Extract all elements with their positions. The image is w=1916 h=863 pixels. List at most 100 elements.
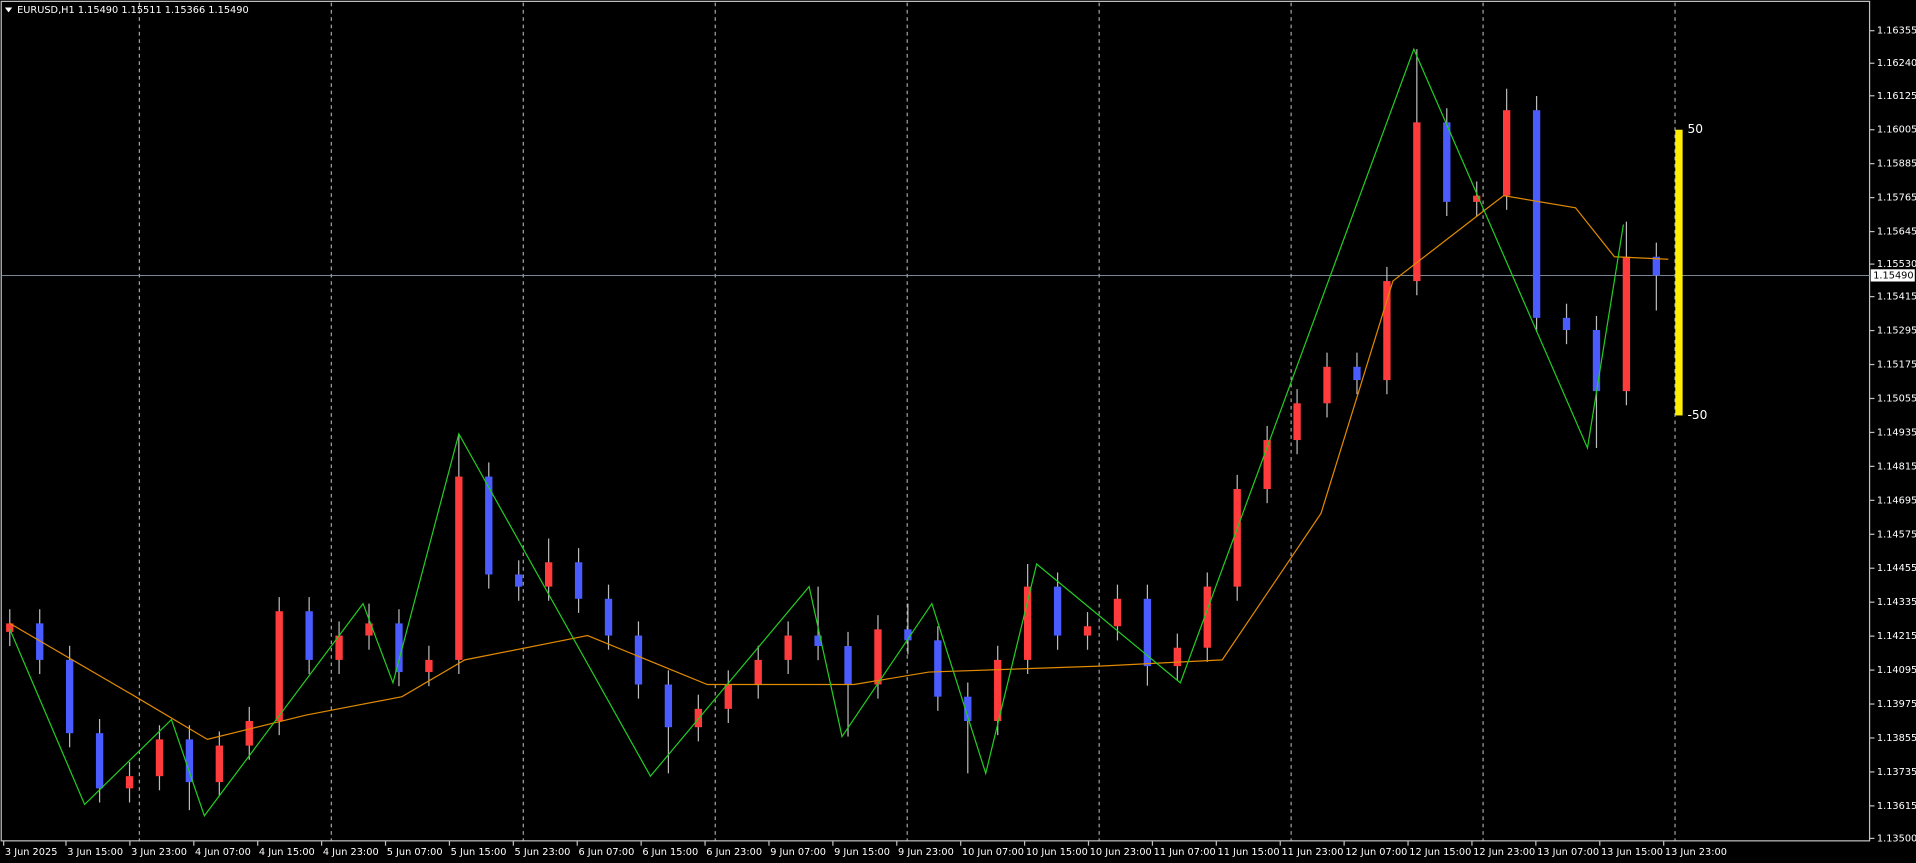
y-tick-label: 1.13735 <box>1877 767 1916 778</box>
candle-body <box>515 574 523 587</box>
candle-body <box>724 684 732 709</box>
y-tick-label: 1.14095 <box>1877 665 1916 676</box>
x-tick-label: 13 Jun 07:00 <box>1537 847 1599 858</box>
x-tick-label: 3 Jun 2025 <box>5 847 58 858</box>
candle-body <box>1473 195 1481 202</box>
candle-body <box>455 476 463 660</box>
candle-body <box>1353 366 1361 381</box>
candle-body <box>874 629 882 685</box>
x-tick-label: 10 Jun 07:00 <box>962 847 1024 858</box>
x-tick-label: 9 Jun 23:00 <box>898 847 954 858</box>
y-tick-label: 1.15055 <box>1877 393 1916 404</box>
x-tick-label: 13 Jun 23:00 <box>1665 847 1727 858</box>
candle-body <box>1203 586 1211 648</box>
candle-body <box>245 720 253 746</box>
candle-body <box>215 745 224 783</box>
y-tick-label: 1.15295 <box>1877 326 1916 337</box>
candle-body <box>1502 110 1511 196</box>
candle-body <box>844 646 852 685</box>
x-tick-label: 9 Jun 07:00 <box>770 847 826 858</box>
y-tick-label: 1.16240 <box>1877 58 1916 69</box>
y-tick-label: 1.16355 <box>1877 26 1916 37</box>
candle-body <box>934 640 942 697</box>
x-tick-label: 3 Jun 15:00 <box>67 847 123 858</box>
candle-body <box>1562 317 1571 331</box>
x-tick-label: 6 Jun 07:00 <box>578 847 634 858</box>
candle-body <box>1413 122 1421 282</box>
x-tick-label: 11 Jun 07:00 <box>1154 847 1216 858</box>
candle-body <box>365 623 373 636</box>
candle-body <box>155 739 164 777</box>
candle-body <box>754 659 762 685</box>
y-tick-label: 1.14815 <box>1877 461 1916 472</box>
y-tick-label: 1.16125 <box>1877 91 1916 102</box>
candle-body <box>1532 110 1541 318</box>
candle-body <box>1323 366 1331 404</box>
x-tick-label: 6 Jun 15:00 <box>642 847 698 858</box>
candle-body <box>485 476 493 575</box>
y-tick-label: 1.14455 <box>1877 563 1916 574</box>
y-tick-label: 1.14215 <box>1877 631 1916 642</box>
indicator-bar <box>1675 129 1683 416</box>
candle-body <box>634 635 643 685</box>
candle-body <box>185 739 194 783</box>
y-tick-label: 1.13975 <box>1877 699 1916 710</box>
y-tick-label: 1.13500 <box>1877 833 1916 844</box>
candle-body <box>6 623 14 632</box>
candle-body <box>36 623 44 660</box>
candle-body <box>964 696 972 721</box>
x-tick-label: 4 Jun 15:00 <box>259 847 315 858</box>
y-tick-label: 1.16005 <box>1877 125 1916 136</box>
x-tick-label: 12 Jun 23:00 <box>1473 847 1535 858</box>
menu-arrow[interactable] <box>4 7 13 13</box>
x-tick-label: 5 Jun 15:00 <box>451 847 507 858</box>
candle-body <box>125 776 134 789</box>
candle-body <box>65 659 74 734</box>
candle-body <box>1263 440 1271 490</box>
candle-body <box>604 598 613 636</box>
x-tick-label: 10 Jun 23:00 <box>1090 847 1152 858</box>
y-tick-label: 1.15765 <box>1877 193 1916 204</box>
candle-body <box>544 562 553 587</box>
y-tick-label: 1.15415 <box>1877 292 1916 303</box>
candle-body <box>1143 598 1152 667</box>
candle-body <box>1293 403 1301 441</box>
y-tick-label: 1.15530 <box>1877 259 1916 270</box>
zigzag <box>9 47 1625 818</box>
candle-body <box>1053 586 1062 636</box>
price-label: 1.15490 <box>1873 270 1913 281</box>
x-tick-label: 6 Jun 23:00 <box>706 847 762 858</box>
x-tick-label: 4 Jun 23:00 <box>323 847 379 858</box>
candle-body <box>335 635 343 660</box>
y-tick-label: 1.15175 <box>1877 360 1916 371</box>
candle-body <box>305 611 313 660</box>
x-tick-label: 12 Jun 07:00 <box>1345 847 1407 858</box>
y-tick-label: 1.14575 <box>1877 529 1916 540</box>
y-tick-label: 1.14935 <box>1877 427 1916 438</box>
candle-body <box>1113 598 1122 627</box>
candle-body <box>275 611 283 721</box>
candle-body <box>1443 122 1451 202</box>
candle-body <box>1083 626 1092 636</box>
candle-body <box>1023 586 1032 660</box>
candle-body <box>425 659 433 673</box>
x-tick-label: 4 Jun 07:00 <box>195 847 251 858</box>
y-tick-label: 1.14695 <box>1877 495 1916 506</box>
candle-body <box>1233 489 1241 587</box>
candle-body <box>664 684 673 728</box>
candle-body <box>784 635 792 660</box>
price-label-box <box>1870 269 1915 282</box>
y-tick-label: 1.15885 <box>1877 159 1916 170</box>
y-tick-label: 1.14335 <box>1877 597 1916 608</box>
candle-body <box>1652 256 1661 276</box>
x-tick-label: 10 Jun 15:00 <box>1026 847 1088 858</box>
x-tick-label: 3 Jun 23:00 <box>131 847 187 858</box>
y-tick-label: 1.13615 <box>1877 801 1916 812</box>
candle-body <box>1622 256 1631 392</box>
moving-average <box>9 194 1669 741</box>
indicator-bottom-label: -50 <box>1687 408 1707 422</box>
x-tick-label: 9 Jun 15:00 <box>834 847 890 858</box>
x-tick-label: 11 Jun 15:00 <box>1218 847 1280 858</box>
candle-body <box>95 733 104 789</box>
